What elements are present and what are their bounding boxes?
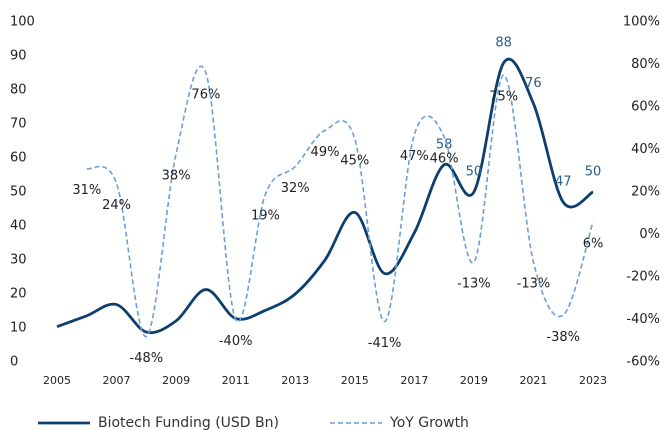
y-tick-label: 30 [10,253,27,268]
data-label: 47 [555,175,572,190]
y2-tick-label: -40% [626,312,660,327]
data-label: 19% [251,209,280,224]
y2-tick-label: -60% [626,355,660,370]
data-label: 32% [281,181,310,196]
x-tick-label: 2013 [281,374,309,387]
y-tick-label: 90 [10,49,27,64]
series-line [86,65,594,338]
y2-tick-label: 20% [631,185,660,200]
y-tick-label: 100 [10,15,35,30]
x-tick-label: 2005 [43,374,71,387]
y2-tick-label: 100% [623,15,660,30]
x-tick-label: 2023 [579,374,607,387]
x-tick-label: 2017 [400,374,428,387]
data-label: 58 [436,137,453,152]
y-tick-label: 20 [10,287,27,302]
data-label: -48% [130,351,164,366]
data-label: 31% [72,183,101,198]
data-label: 24% [102,198,131,213]
data-label: 6% [583,236,604,251]
y-tick-label: 80 [10,83,27,98]
data-label: 50 [466,165,483,180]
x-tick-label: 2021 [519,374,547,387]
data-label: 47% [400,149,429,164]
data-label: -41% [368,336,402,351]
y-tick-label: 70 [10,117,27,132]
data-label: 49% [311,145,340,160]
y2-tick-label: 0% [639,227,660,242]
y-tick-label: 40 [10,219,27,234]
x-tick-label: 2011 [222,374,250,387]
legend-label: YoY Growth [389,415,469,430]
data-label: -40% [219,334,253,349]
data-label: 88 [495,35,512,50]
y-tick-label: 60 [10,151,27,166]
data-label: -13% [517,277,551,292]
x-tick-label: 2015 [341,374,369,387]
data-label: -13% [457,277,491,292]
y2-tick-label: 80% [631,57,660,72]
y-tick-label: 50 [10,185,27,200]
data-label: 45% [340,153,369,168]
x-tick-label: 2019 [460,374,488,387]
y2-tick-label: -20% [626,270,660,285]
series-line [56,57,594,335]
y2-tick-label: 40% [631,142,660,157]
data-label: 75% [489,90,518,105]
data-label: -38% [546,330,580,345]
data-label: 76 [525,76,542,91]
data-label: 38% [162,168,191,183]
y-tick-label: 10 [10,321,27,336]
x-tick-label: 2007 [103,374,131,387]
legend-label: Biotech Funding (USD Bn) [98,415,279,430]
data-label: 50 [585,165,602,180]
data-label: 46% [430,151,459,166]
y2-tick-label: 60% [631,100,660,115]
y-tick-label: 0 [10,355,18,370]
data-label: 76% [191,88,220,103]
x-tick-label: 2009 [162,374,190,387]
